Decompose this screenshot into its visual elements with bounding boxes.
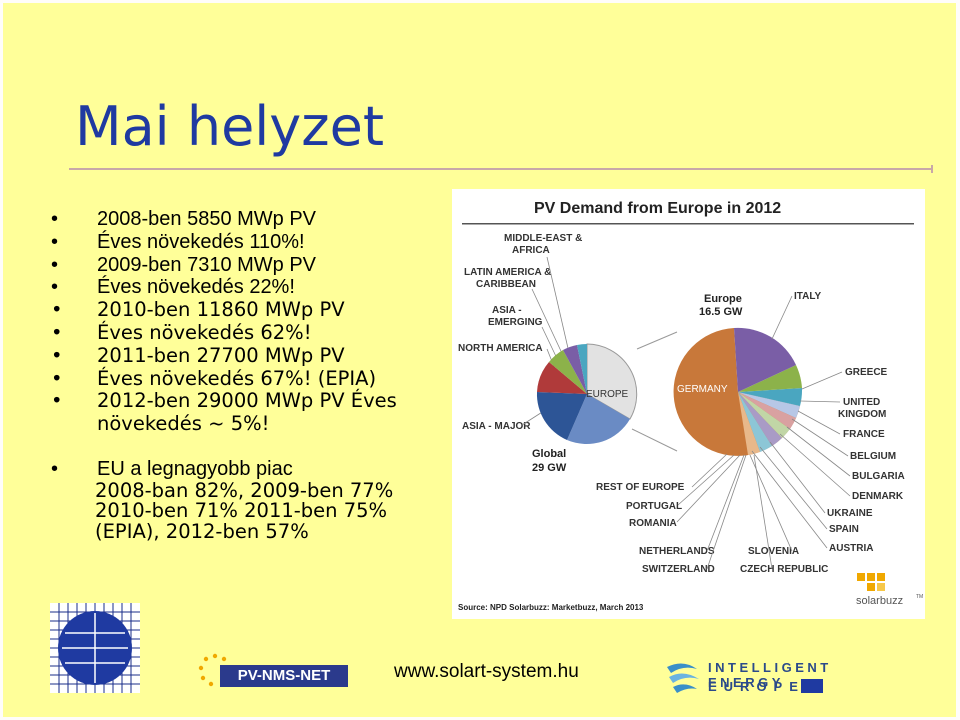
svg-text:AFRICA: AFRICA	[512, 245, 550, 256]
bullet-dot: •	[51, 253, 59, 276]
europe-total: Europe	[704, 293, 742, 305]
pv-demand-chart-image: PV Demand from Europe in 2012 MIDDLE-EAS…	[452, 189, 925, 619]
pv-nms-net-logo: PV-NMS-NET	[198, 653, 348, 693]
bullet-item: • 2011-ben 27700 MWp PV	[51, 343, 345, 367]
pv-nms-net-text: PV-NMS-NET	[220, 665, 348, 687]
label-ukraine: UKRAINE	[827, 508, 873, 519]
label-france: FRANCE	[843, 429, 885, 440]
label-czech: CZECH REPUBLIC	[740, 564, 828, 575]
eu-line: 2008-ban 82%, 2009-ben 77%	[95, 478, 394, 502]
bullet-dot: •	[51, 208, 59, 230]
label-asia-major: ASIA - MAJOR	[462, 421, 531, 432]
bullet-dot: •	[51, 230, 59, 253]
label-bulgaria: BULGARIA	[852, 471, 905, 482]
chart-title: PV Demand from Europe in 2012	[534, 200, 781, 217]
label-netherlands: NETHERLANDS	[639, 546, 715, 557]
bullet-dot: •	[51, 298, 63, 322]
global-total: Global	[532, 448, 566, 460]
bullet-dot: •	[51, 366, 63, 390]
bullet-item: • 2008-ben 5850 MWp PV	[51, 208, 317, 230]
eu-line: (EPIA), 2012-ben 57%	[95, 519, 309, 543]
bullet-continuation: növekedés ~ 5%!	[97, 412, 270, 436]
svg-text:16.5 GW: 16.5 GW	[699, 306, 743, 318]
label-spain: SPAIN	[829, 524, 859, 535]
svg-text:EMERGING: EMERGING	[488, 317, 543, 328]
title-rule	[69, 168, 933, 170]
bullet-item: • Éves növekedés 22%!	[51, 276, 295, 299]
chart-source: Source: NPD Solarbuzz: Marketbuzz, March…	[458, 603, 644, 612]
label-uk: UNITED	[843, 397, 880, 408]
solarbuzz-text: solarbuzz	[856, 595, 903, 607]
label-latam: LATIN AMERICA &	[464, 267, 551, 278]
label-europe-inner: EUROPE	[586, 389, 629, 400]
label-denmark: DENMARK	[852, 491, 904, 502]
label-slovenia: SLOVENIA	[748, 546, 799, 557]
bullet-item: • Éves növekedés 67%! (EPIA)	[51, 366, 377, 390]
bullet-dot: •	[51, 343, 63, 367]
label-romania: ROMANIA	[629, 518, 677, 529]
bullet-list: • 2008-ben 5850 MWp PV • Éves növekedés 11…	[51, 208, 451, 542]
eu-line: 2010-ben 71% 2011-ben 75%	[95, 499, 388, 523]
bullet-item-eu: • EU a legnagyobb piac	[51, 457, 293, 480]
eu-stars-icon	[198, 653, 232, 687]
intelligent-energy-logo: INTELLIGENT ENERGY EUROPE	[663, 657, 893, 697]
slide: Mai helyzet • 2008-ben 5850 MWp PV • Éves …	[3, 3, 956, 717]
svg-text:KINGDOM: KINGDOM	[838, 409, 886, 420]
ie-line2: EUROPE	[708, 679, 805, 694]
solart-logo	[50, 603, 140, 693]
solarbuzz-logo: solarbuzz TM	[856, 573, 923, 607]
bullet-item: • Éves növekedés 110%!	[51, 230, 305, 253]
svg-text:TM: TM	[916, 594, 923, 600]
title-rule-end	[931, 165, 933, 173]
bullet-item: • 2009-ben 7310 MWp PV	[51, 253, 317, 276]
bullet-dot: •	[51, 276, 59, 299]
bullet-dot: •	[51, 457, 59, 480]
bullet-item: • 2012-ben 29000 MWp PV Éves	[51, 389, 397, 413]
eu-flag-icon	[801, 679, 823, 693]
label-north-america: NORTH AMERICA	[458, 343, 543, 354]
svg-text:29 GW: 29 GW	[532, 462, 567, 474]
label-mea: MIDDLE-EAST &	[504, 233, 582, 244]
bullet-item: • Éves növekedés 62%!	[51, 320, 312, 344]
ie-line1: INTELLIGENT ENERGY	[708, 660, 832, 690]
svg-text:CARIBBEAN: CARIBBEAN	[476, 279, 536, 290]
label-italy: ITALY	[794, 291, 822, 302]
slide-title: Mai helyzet	[75, 95, 384, 158]
bullet-dot: •	[51, 320, 63, 344]
label-belgium: BELGIUM	[850, 451, 896, 462]
bullet-item: • 2010-ben 11860 MWp PV	[51, 298, 345, 322]
label-switzerland: SWITZERLAND	[642, 564, 715, 575]
label-greece: GREECE	[845, 367, 888, 378]
footer-url[interactable]: www.solart-system.hu	[394, 661, 579, 682]
label-asia-emerging: ASIA -	[492, 305, 522, 316]
label-austria: AUSTRIA	[829, 543, 873, 554]
label-germany-inner: GERMANY	[677, 384, 728, 395]
swirl-icon	[667, 663, 699, 693]
label-rest-of-europe: REST OF EUROPE	[596, 482, 685, 493]
label-portugal: PORTUGAL	[626, 501, 682, 512]
bullet-dot: •	[51, 389, 63, 413]
